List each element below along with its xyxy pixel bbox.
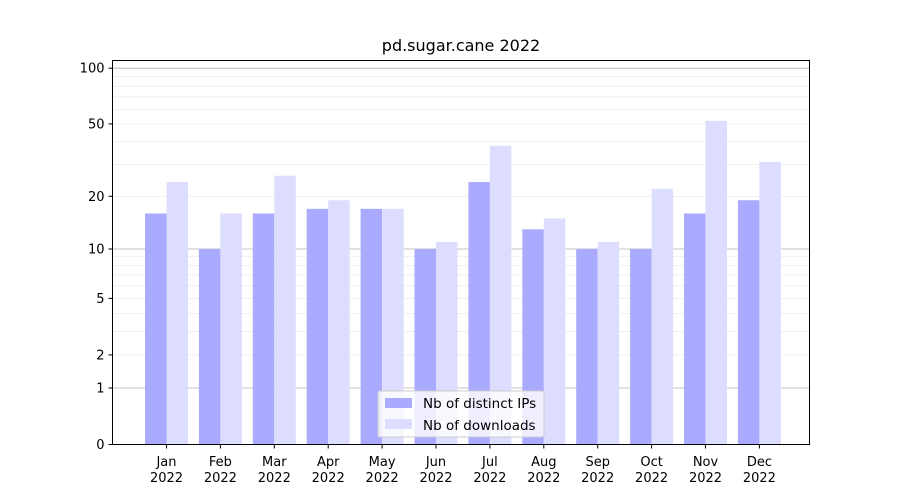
legend: Nb of distinct IPs Nb of downloads: [377, 390, 545, 438]
bar-downloads: [328, 200, 350, 445]
x-tick-label-month: Jun: [425, 455, 446, 470]
y-tick-label: 50: [88, 117, 105, 132]
legend-box: [377, 390, 545, 438]
y-tick-label: 100: [80, 62, 105, 77]
bar-downloads: [382, 208, 404, 445]
bar-downloads: [543, 218, 566, 445]
x-tick-label-year: 2022: [150, 471, 183, 486]
bar-downloads: [489, 145, 512, 445]
x-tick-label-year: 2022: [743, 471, 776, 486]
x-tick-label-month: Apr: [317, 455, 340, 470]
x-tick-label-year: 2022: [689, 471, 722, 486]
bar-distinct-ips: [737, 200, 760, 445]
x-tick-label-month: May: [369, 455, 396, 470]
legend-label-distinct-ips: Nb of distinct IPs: [423, 396, 536, 412]
bar-downloads: [274, 175, 296, 445]
bar-layer: [145, 120, 781, 445]
bar-distinct-ips: [468, 182, 490, 445]
x-tick-label-year: 2022: [635, 471, 668, 486]
bar-distinct-ips: [145, 213, 167, 445]
x-tick-label-month: Dec: [747, 455, 772, 470]
bar-downloads: [759, 161, 781, 445]
x-tick-label-year: 2022: [473, 471, 506, 486]
x-tick-label-month: Jan: [155, 455, 176, 470]
x-tick-label-year: 2022: [312, 471, 345, 486]
bar-distinct-ips: [198, 248, 221, 445]
bar-downloads: [597, 241, 620, 445]
legend-swatch-downloads: [385, 419, 412, 429]
bar-distinct-ips: [252, 213, 275, 445]
x-tick-label-year: 2022: [581, 471, 614, 486]
y-tick-label: 5: [96, 292, 104, 307]
axes-frame: [112, 60, 810, 445]
x-tick-label-year: 2022: [366, 471, 399, 486]
x-tick-label-month: Feb: [209, 455, 232, 470]
bar-downloads: [705, 120, 727, 445]
y-tick-label: 20: [88, 190, 105, 205]
chart-title: pd.sugar.cane 2022: [382, 36, 540, 55]
x-tick-label-month: Jul: [481, 455, 498, 470]
bar-distinct-ips: [360, 208, 383, 445]
bar-distinct-ips: [306, 208, 329, 445]
x-tick-label-month: Aug: [531, 455, 556, 470]
bar-downloads: [166, 182, 188, 445]
bar-downloads: [651, 188, 674, 445]
x-tick-label-year: 2022: [204, 471, 237, 486]
y-tick-label: 0: [96, 438, 104, 453]
bar-distinct-ips: [576, 248, 598, 445]
y-tick-label: 1: [96, 381, 104, 396]
bar-distinct-ips: [630, 248, 652, 445]
y-tick-label: 2: [96, 348, 104, 363]
legend-label-downloads: Nb of downloads: [423, 418, 536, 434]
legend-swatch-distinct-ips: [385, 398, 412, 408]
x-tick-label-month: Nov: [693, 455, 719, 470]
x-tick-label-year: 2022: [527, 471, 560, 486]
y-tick-label: 10: [88, 242, 105, 257]
x-tick-label-month: Sep: [585, 455, 610, 470]
x-tick-label-year: 2022: [419, 471, 452, 486]
bar-distinct-ips: [684, 213, 706, 445]
x-tick-label-month: Mar: [262, 455, 287, 470]
x-tick-label-year: 2022: [258, 471, 291, 486]
x-tick-label-month: Oct: [640, 455, 662, 470]
bar-downloads: [220, 213, 242, 445]
tick-layer: 0125102050100Jan2022Feb2022Mar2022Apr202…: [80, 62, 776, 486]
